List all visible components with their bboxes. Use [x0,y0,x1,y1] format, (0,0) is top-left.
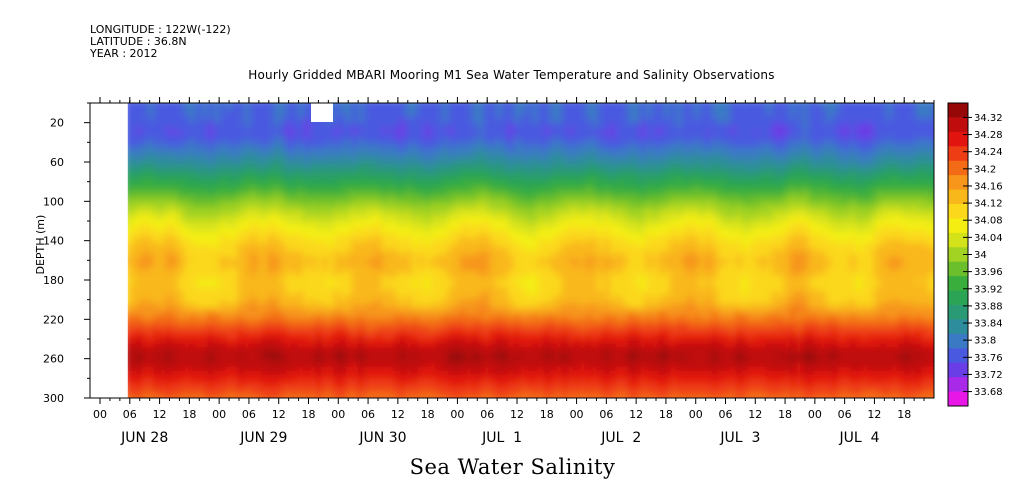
x-tick-label: 00 [570,408,584,421]
colorbar-label: 34.08 [974,216,1003,227]
plot-frame [89,102,935,399]
axes: 20 60 100 140 180 220 260 300 DEPTH (m) 00 06 12 18 0… [34,97,935,446]
latitude-label: LATITUDE : 36.8N [90,35,187,48]
x-tick-label: 18 [421,408,435,421]
colorbar-swatch [948,146,968,162]
x-day-label: JUN 28 [120,430,168,446]
colorbar-label: 34.12 [974,199,1003,210]
colorbar-label: 33.92 [974,284,1003,295]
heatmap-field [90,103,934,398]
colorbar-swatch [948,305,968,320]
x-tick-label: 00 [331,408,345,421]
y-tick-label: 60 [50,156,64,169]
colorbar-label: 34 [974,250,987,261]
x-tick-label: 00 [212,408,226,421]
x-tick-label: 12 [153,408,167,421]
location-header: LONGITUDE : 122W(-122) LATITUDE : 36.8N … [90,24,231,60]
y-tick-label: 20 [50,117,64,130]
x-day-label: JUL 1 [481,430,522,446]
colorbar-swatch [948,290,968,306]
footer-title: Sea Water Salinity [409,455,616,479]
colorbar-swatch [948,247,968,263]
x-day-label: JUN 30 [358,430,406,446]
y-axis-label: DEPTH (m) [34,215,47,275]
x-tick-label: 18 [897,408,911,421]
colorbar: 34.32 34.28 34.24 34.2 34.16 34.12 34.08 34.04 3… [947,102,1003,407]
x-tick-label: 00 [808,408,822,421]
colorbar-swatch [948,362,968,378]
colorbar-swatch [948,391,968,407]
x-tick-label: 18 [540,408,554,421]
x-tick-label: 18 [778,408,792,421]
y-tick-label: 260 [43,353,64,366]
colorbar-swatch [948,319,968,335]
colorbar-label: 34.04 [974,233,1003,244]
longitude-label: LONGITUDE : 122W(-122) [90,23,231,36]
chart-title: Hourly Gridded MBARI Mooring M1 Sea Wate… [248,68,775,82]
colorbar-label: 33.68 [974,387,1003,398]
colorbar-swatch [948,261,968,277]
x-tick-label: 00 [93,408,107,421]
footer-title-wrap: Sea Water Salinity [0,455,1009,479]
colorbar-swatch [948,333,968,349]
x-tick-label: 06 [719,408,733,421]
colorbar-swatch [948,232,968,248]
missing-data-region [90,103,128,398]
x-day-label: JUN 29 [239,430,287,446]
x-tick-label: 06 [838,408,852,421]
colorbar-label: 34.24 [974,147,1003,158]
colorbar-swatch [948,103,968,118]
colorbar-swatch [948,276,968,292]
year-label: YEAR : 2012 [90,47,158,60]
x-day-label: JUL 4 [839,430,880,446]
x-tick-label: 06 [242,408,256,421]
x-tick-label: 12 [867,408,881,421]
x-tick-label: 18 [302,408,316,421]
y-tick-label: 140 [43,235,64,248]
colorbar-label: 33.72 [974,370,1003,381]
x-tick-label: 12 [510,408,524,421]
colorbar-swatch [948,175,968,191]
colorbar-label: 33.8 [974,336,996,347]
colorbar-swatch [948,160,968,176]
x-tick-label: 12 [391,408,405,421]
plot-area [90,103,934,398]
colorbar-label: 33.96 [974,267,1003,278]
x-tick-label: 06 [599,408,613,421]
x-tick-label: 12 [748,408,762,421]
colorbar-label: 34.28 [974,130,1003,141]
x-tick-label: 12 [272,408,286,421]
colorbar-label: 34.16 [974,181,1003,192]
colorbar-swatch [948,348,968,364]
y-tick-label: 180 [43,274,64,287]
colorbar-swatch [948,377,968,393]
colorbar-label: 33.84 [974,319,1003,330]
y-tick-label: 100 [43,195,64,208]
x-tick-label: 18 [182,408,196,421]
colorbar-swatch [948,189,968,205]
y-tick-label: 300 [43,392,64,405]
colorbar-label: 34.2 [974,164,996,175]
y-tick-label: 220 [43,313,64,326]
x-tick-label: 12 [629,408,643,421]
colorbar-swatch [948,204,968,219]
chart-title-wrap: Hourly Gridded MBARI Mooring M1 Sea Wate… [0,68,1009,82]
colorbar-swatch [948,218,968,234]
x-day-label: JUL 2 [600,430,641,446]
colorbar-label: 34.32 [974,113,1003,124]
colorbar-label: 33.88 [974,301,1003,312]
missing-data-gap [311,103,333,122]
colorbar-label: 33.76 [974,353,1003,364]
colorbar-swatch [948,117,968,133]
x-day-label: JUL 3 [719,430,760,446]
x-tick-label: 18 [659,408,673,421]
x-tick-label: 06 [123,408,137,421]
x-tick-label: 00 [450,408,464,421]
x-tick-label: 06 [480,408,494,421]
colorbar-swatch [948,131,968,147]
x-tick-label: 00 [689,408,703,421]
x-tick-label: 06 [361,408,375,421]
